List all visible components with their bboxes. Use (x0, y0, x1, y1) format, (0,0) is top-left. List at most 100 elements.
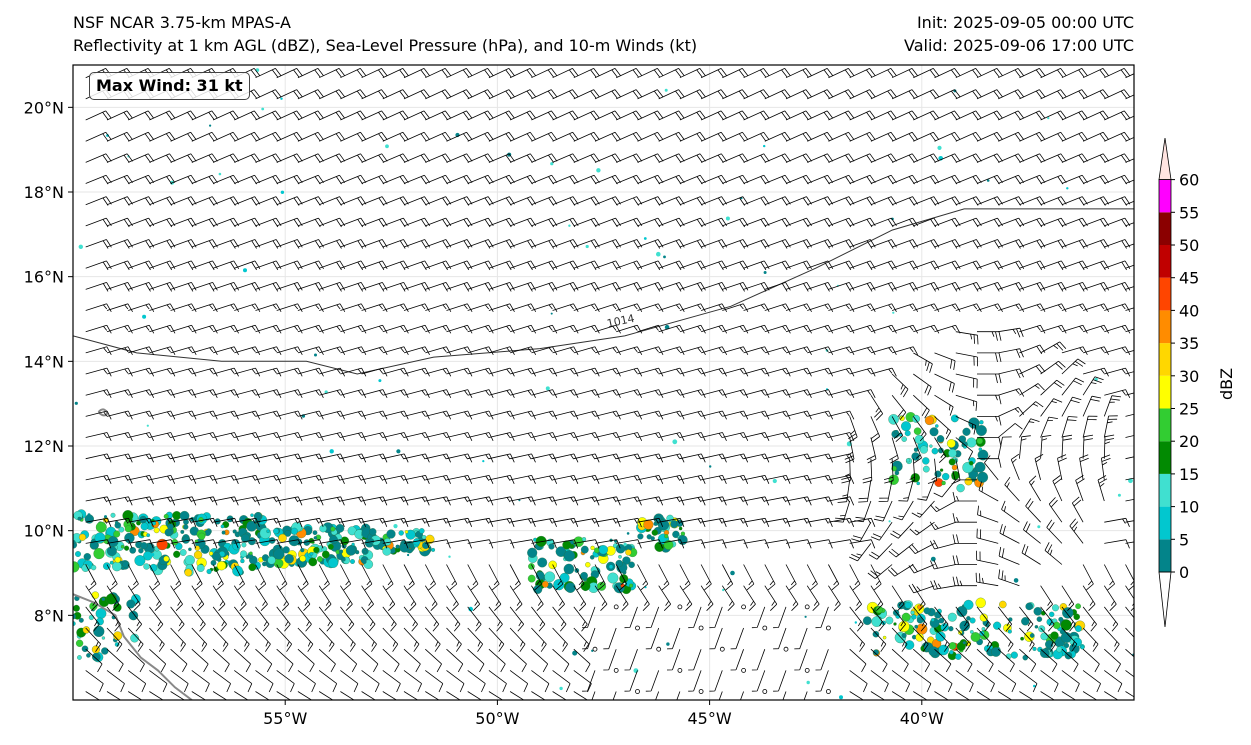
echo-cell (136, 520, 141, 526)
wind-barb (998, 174, 1025, 185)
wind-barb (106, 282, 133, 292)
wind-barb (730, 649, 744, 671)
wind-barb (891, 606, 906, 632)
echo-cell (75, 639, 84, 647)
wind-barb (1104, 539, 1130, 549)
wind-barb (297, 346, 324, 355)
wind-barb (679, 110, 706, 121)
wind-barb (955, 282, 982, 292)
wind-barb (488, 324, 515, 334)
wind-barb (382, 585, 396, 611)
wind-barb (891, 110, 919, 121)
wind-barb (488, 648, 506, 673)
title-fields: Reflectivity at 1 km AGL (dBZ), Sea-Leve… (73, 36, 698, 55)
colorbar-tick-label: 60 (1179, 171, 1199, 190)
wind-barb (403, 410, 430, 420)
wind-barb (905, 458, 916, 484)
echo-cell (1058, 616, 1064, 622)
lat-tick-label: 10°N (24, 522, 64, 541)
wind-barb (509, 564, 521, 591)
wind-barb (106, 585, 120, 611)
wind-barb (913, 373, 932, 396)
wind-barb (488, 564, 500, 591)
wind-barb (858, 479, 872, 503)
echo-cell (312, 530, 318, 536)
wind-barb (1019, 418, 1040, 438)
wind-barb (446, 539, 472, 549)
wind-barb (722, 153, 749, 163)
wind-barb (318, 585, 332, 611)
wind-barb (658, 324, 685, 334)
wind-barb (807, 517, 833, 527)
wind-barb (297, 564, 309, 591)
wind-barb (785, 410, 812, 420)
wind-barb (446, 410, 473, 420)
wind-barb (255, 691, 270, 700)
wind-barb (1082, 153, 1110, 163)
wind-barb (998, 153, 1025, 163)
wind-barb (531, 68, 558, 79)
echo-cell (316, 556, 323, 563)
wind-barb (149, 346, 176, 355)
lat-tick-label: 18°N (24, 183, 64, 202)
wind-barb (531, 110, 558, 121)
echo-speck (393, 524, 398, 529)
wind-barb (106, 367, 133, 377)
wind-barb (573, 68, 600, 79)
wind-barb (573, 89, 600, 100)
wind-barb (319, 131, 346, 142)
wind-barb (255, 389, 282, 398)
wind-barb (934, 68, 961, 79)
wind-barb (255, 627, 271, 652)
wind-barb (552, 110, 579, 121)
wind-barb (1040, 68, 1067, 79)
wind-barb (807, 131, 834, 142)
wind-barb (764, 110, 791, 121)
wind-barb (888, 543, 914, 558)
echo-speck (763, 144, 766, 148)
wind-barb (616, 367, 643, 377)
wind-barb (616, 539, 642, 549)
wind-barb (764, 303, 791, 313)
wind-barb (234, 303, 261, 313)
wind-barb (908, 583, 935, 594)
wind-barb (128, 324, 155, 334)
wind-barb (128, 517, 154, 527)
wind-barb (679, 68, 706, 79)
wind-barb (1061, 68, 1088, 79)
echo-cell (563, 563, 575, 575)
echo-speck (643, 237, 647, 240)
wind-barb (446, 89, 473, 100)
wind-barb (997, 670, 1017, 693)
wind-barb (382, 517, 409, 527)
wind-barb (403, 260, 431, 271)
echo-cell (862, 616, 872, 626)
echo-cell (431, 547, 436, 552)
wind-barb (870, 131, 897, 142)
wind-barb (743, 131, 770, 142)
wind-barb (319, 539, 345, 549)
echo-speck (550, 312, 553, 315)
wind-barb (467, 517, 494, 527)
wind-barb (361, 174, 388, 185)
echo-cell (938, 644, 949, 656)
wind-barb (149, 153, 176, 163)
wind-barb (531, 89, 558, 100)
wind-barb (828, 110, 855, 121)
echo-cell (1007, 629, 1012, 634)
wind-barb (785, 346, 812, 355)
wind-barb (234, 324, 261, 334)
wind-barb (170, 564, 182, 591)
wind-barb (488, 282, 515, 292)
wind-barb (425, 691, 440, 700)
lon-tick-label: 50°W (475, 709, 519, 728)
wind-barb (718, 691, 723, 700)
wind-barb (573, 564, 585, 591)
colorbar-segment (1159, 473, 1171, 507)
wind-barb (149, 691, 164, 700)
wind-barb (722, 410, 749, 420)
wind-barb (106, 517, 133, 527)
echo-cell (885, 616, 894, 625)
wind-barb (794, 627, 808, 650)
wind-barb (1040, 360, 1066, 375)
